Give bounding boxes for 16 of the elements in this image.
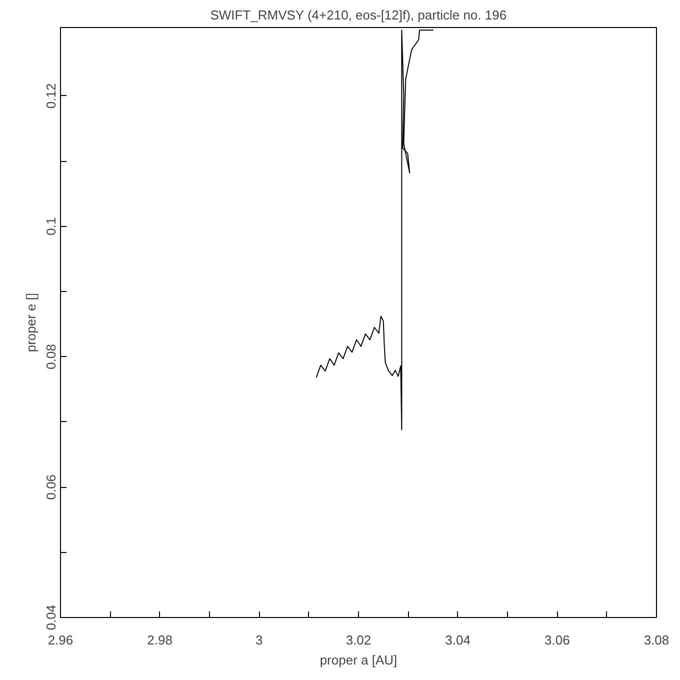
- line-series: [316, 30, 434, 430]
- x-tick-label: 2.98: [147, 632, 172, 648]
- y-tick-label: 0.08: [44, 344, 58, 370]
- x-tick-label: 3.04: [445, 632, 470, 648]
- y-tick-label: 0.12: [44, 83, 58, 109]
- x-tick-label: 2.96: [48, 632, 74, 648]
- y-tick-label: 0.04: [44, 604, 58, 630]
- chart-title: SWIFT_RMVSY (4+210, eos-[12]f), particle no. 196: [210, 8, 507, 22]
- y-tick-label: 0.1: [44, 217, 58, 236]
- x-axis-title: proper a [AU]: [320, 652, 398, 668]
- y-tick-label: 0.06: [44, 474, 58, 500]
- x-tick-label: 3.06: [544, 632, 570, 648]
- y-axis-title: proper e []: [24, 292, 38, 352]
- x-tick-label: 3.08: [644, 632, 670, 648]
- x-tick-label: 3: [256, 632, 263, 648]
- x-tick-label: 3.02: [346, 632, 372, 648]
